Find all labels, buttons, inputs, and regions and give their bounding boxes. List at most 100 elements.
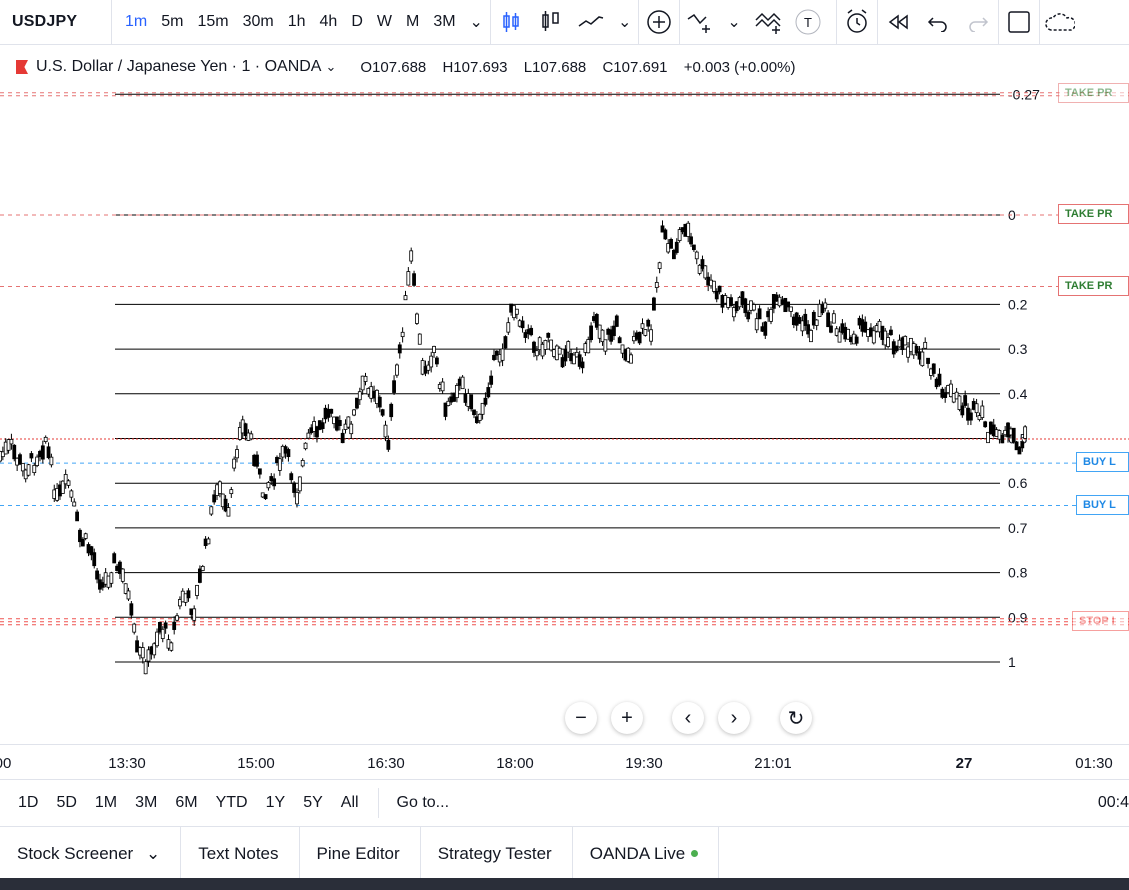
add-compare-icon[interactable]: [639, 0, 679, 44]
interval-3m[interactable]: 3M: [433, 13, 456, 30]
candle-body: [429, 355, 434, 368]
tab-text-notes[interactable]: Text Notes: [181, 827, 300, 879]
candle-body: [32, 464, 37, 474]
symbol-search[interactable]: USDJPY: [0, 0, 112, 44]
candle-body: [20, 462, 25, 472]
candle-body: [746, 311, 751, 320]
clock[interactable]: 00:4: [1097, 794, 1129, 811]
line-style-icon[interactable]: [571, 0, 611, 44]
candle-body: [797, 317, 802, 324]
candle-body: [1014, 441, 1019, 451]
order-label-buy[interactable]: BUY L: [1076, 494, 1129, 515]
candle-body: [483, 397, 488, 405]
candle-body: [717, 285, 722, 293]
replay-icon[interactable]: [878, 0, 918, 44]
range-1m[interactable]: 1M: [94, 794, 118, 811]
range-5y[interactable]: 5Y: [303, 794, 323, 811]
candle-body: [192, 608, 197, 621]
candle-body: [806, 324, 811, 335]
candle-body: [89, 546, 94, 556]
candle-body: [315, 426, 319, 438]
candle-body: [532, 341, 536, 353]
cloud-icon[interactable]: [1040, 0, 1080, 44]
order-label-sl[interactable]: STOP I: [1072, 610, 1129, 631]
candle-body: [78, 529, 82, 543]
range-1d[interactable]: 1D: [18, 794, 39, 811]
range-all[interactable]: All: [340, 794, 359, 811]
tab-strategy-tester[interactable]: Strategy Tester: [421, 827, 573, 879]
order-label-buy[interactable]: BUY L: [1076, 452, 1129, 473]
chart-type-dropdown-icon[interactable]: ⌄: [617, 14, 632, 31]
candle-body: [395, 364, 399, 376]
tab-stock-screener[interactable]: Stock Screener ⌄: [0, 827, 182, 879]
range-5d[interactable]: 5D: [56, 794, 77, 811]
open-value: 107.688: [372, 58, 427, 76]
redo-icon[interactable]: [958, 0, 998, 44]
interval-5m[interactable]: 5m: [161, 13, 184, 30]
interval-1h[interactable]: 1h: [287, 13, 306, 30]
candle-body: [923, 341, 928, 349]
order-label-tp[interactable]: TAKE PR: [1058, 83, 1129, 104]
interval-dropdown-icon[interactable]: ⌄: [469, 14, 483, 31]
interval-m[interactable]: M: [405, 13, 420, 30]
candle-body: [811, 311, 816, 326]
interval-w[interactable]: W: [376, 13, 392, 30]
candle-body: [415, 313, 419, 324]
candle-body: [297, 476, 302, 492]
chevron-down-icon[interactable]: ⌄: [141, 844, 161, 863]
reset-chart-button[interactable]: ↻: [780, 702, 812, 734]
zoom-out-button[interactable]: −: [565, 702, 597, 734]
indicators-icon[interactable]: [680, 0, 720, 44]
interval-15m[interactable]: 15m: [197, 13, 229, 30]
candle-body: [534, 350, 539, 357]
range-3m[interactable]: 3M: [135, 794, 158, 811]
candle-body: [83, 533, 88, 539]
interval-30m[interactable]: 30m: [242, 13, 274, 30]
candle-body: [135, 640, 139, 653]
goto-button[interactable]: Go to...: [377, 788, 449, 818]
candle-body: [729, 297, 733, 306]
candle-body: [63, 474, 68, 485]
tab-oanda-live[interactable]: OANDA Live: [573, 827, 720, 879]
interval-4h[interactable]: 4h: [319, 13, 338, 30]
range-6m[interactable]: 6M: [175, 794, 198, 811]
candle-body: [118, 561, 122, 574]
text-tool-icon[interactable]: T: [788, 0, 828, 44]
alert-icon[interactable]: [837, 0, 877, 44]
time-axis[interactable]: 00 13:30 15:00 16:30 18:00 19:30 21:01 27 01:30: [0, 744, 1129, 779]
pattern-icon[interactable]: [748, 0, 788, 44]
candle-body: [809, 330, 813, 343]
scroll-right-button[interactable]: ›: [718, 702, 750, 734]
range-1y[interactable]: 1Y: [265, 794, 286, 811]
candle-body: [158, 622, 162, 633]
symbol-name[interactable]: U.S. Dollar / Japanese Yen · 1 · OANDA: [36, 58, 322, 75]
candle-body: [629, 354, 633, 364]
chevron-down-icon[interactable]: ⌄: [325, 59, 337, 74]
candle-body: [506, 322, 511, 333]
range-ytd[interactable]: YTD: [215, 794, 248, 811]
candle-body: [1000, 434, 1005, 444]
tab-pine-editor[interactable]: Pine Editor: [300, 827, 421, 879]
interval-d[interactable]: D: [351, 13, 363, 30]
candle-body: [109, 572, 114, 584]
candle-body: [355, 397, 359, 409]
order-label-tp[interactable]: TAKE PR: [1058, 204, 1129, 224]
undo-icon[interactable]: [918, 0, 958, 44]
fib-level-label: 0.3: [1008, 341, 1028, 357]
candle-body: [6, 439, 11, 451]
scroll-left-button[interactable]: ‹: [672, 702, 704, 734]
candle-body: [960, 405, 965, 416]
bar-style-icon[interactable]: [531, 0, 571, 44]
layout-icon[interactable]: [999, 0, 1039, 44]
zoom-in-button[interactable]: +: [611, 702, 643, 734]
indicators-dropdown-icon[interactable]: ⌄: [727, 14, 741, 31]
candle-body: [443, 402, 448, 417]
interval-1m[interactable]: 1m: [125, 13, 148, 30]
order-label-tp[interactable]: TAKE PR: [1058, 275, 1129, 296]
candle-body: [329, 408, 334, 414]
candle-style-icon[interactable]: [491, 0, 531, 44]
candle-body: [337, 420, 342, 427]
low-value: 107.688: [532, 58, 587, 76]
candle-body: [997, 430, 1002, 440]
